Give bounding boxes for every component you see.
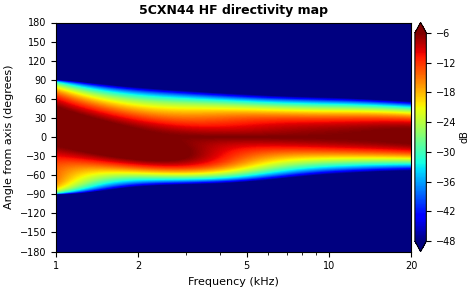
Y-axis label: Angle from axis (degrees): Angle from axis (degrees) xyxy=(4,65,14,209)
Y-axis label: dB: dB xyxy=(459,131,469,143)
Title: 5CXN44 HF directivity map: 5CXN44 HF directivity map xyxy=(139,4,328,17)
PathPatch shape xyxy=(415,22,427,33)
X-axis label: Frequency (kHz): Frequency (kHz) xyxy=(188,277,279,287)
PathPatch shape xyxy=(415,241,427,251)
